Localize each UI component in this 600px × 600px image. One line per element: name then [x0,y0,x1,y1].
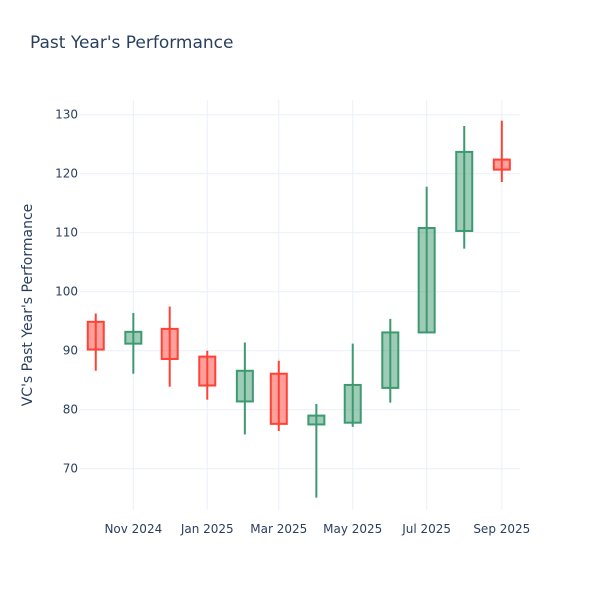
candle-body [492,158,511,171]
candle-body [381,331,400,389]
candle-body [455,150,474,232]
candle-body [198,355,217,387]
candle-body [307,414,326,426]
y-tick-label: 110 [55,226,78,240]
x-tick-label: May 2025 [323,522,382,536]
x-tick-label: Mar 2025 [250,522,307,536]
y-tick-label: 80 [63,403,78,417]
y-tick-label: 70 [63,462,78,476]
x-tick-label: Nov 2024 [104,522,162,536]
y-axis-title: VC's Past Year's Performance [20,204,36,407]
x-tick-label: Jan 2025 [180,522,234,536]
y-tick-label: 90 [63,344,78,358]
x-tick-label: Sep 2025 [473,522,530,536]
y-tick-label: 120 [55,167,78,181]
candle-body [160,327,179,360]
candle-body [343,383,362,424]
y-tick-label: 100 [55,285,78,299]
candle-body [124,330,143,345]
candle-body [417,227,436,334]
candle-body [269,372,288,425]
candle-body [86,320,105,351]
chart-title: Past Year's Performance [30,33,234,53]
x-tick-label: Jul 2025 [401,522,451,536]
y-tick-label: 130 [55,108,78,122]
candle-body [235,369,254,403]
